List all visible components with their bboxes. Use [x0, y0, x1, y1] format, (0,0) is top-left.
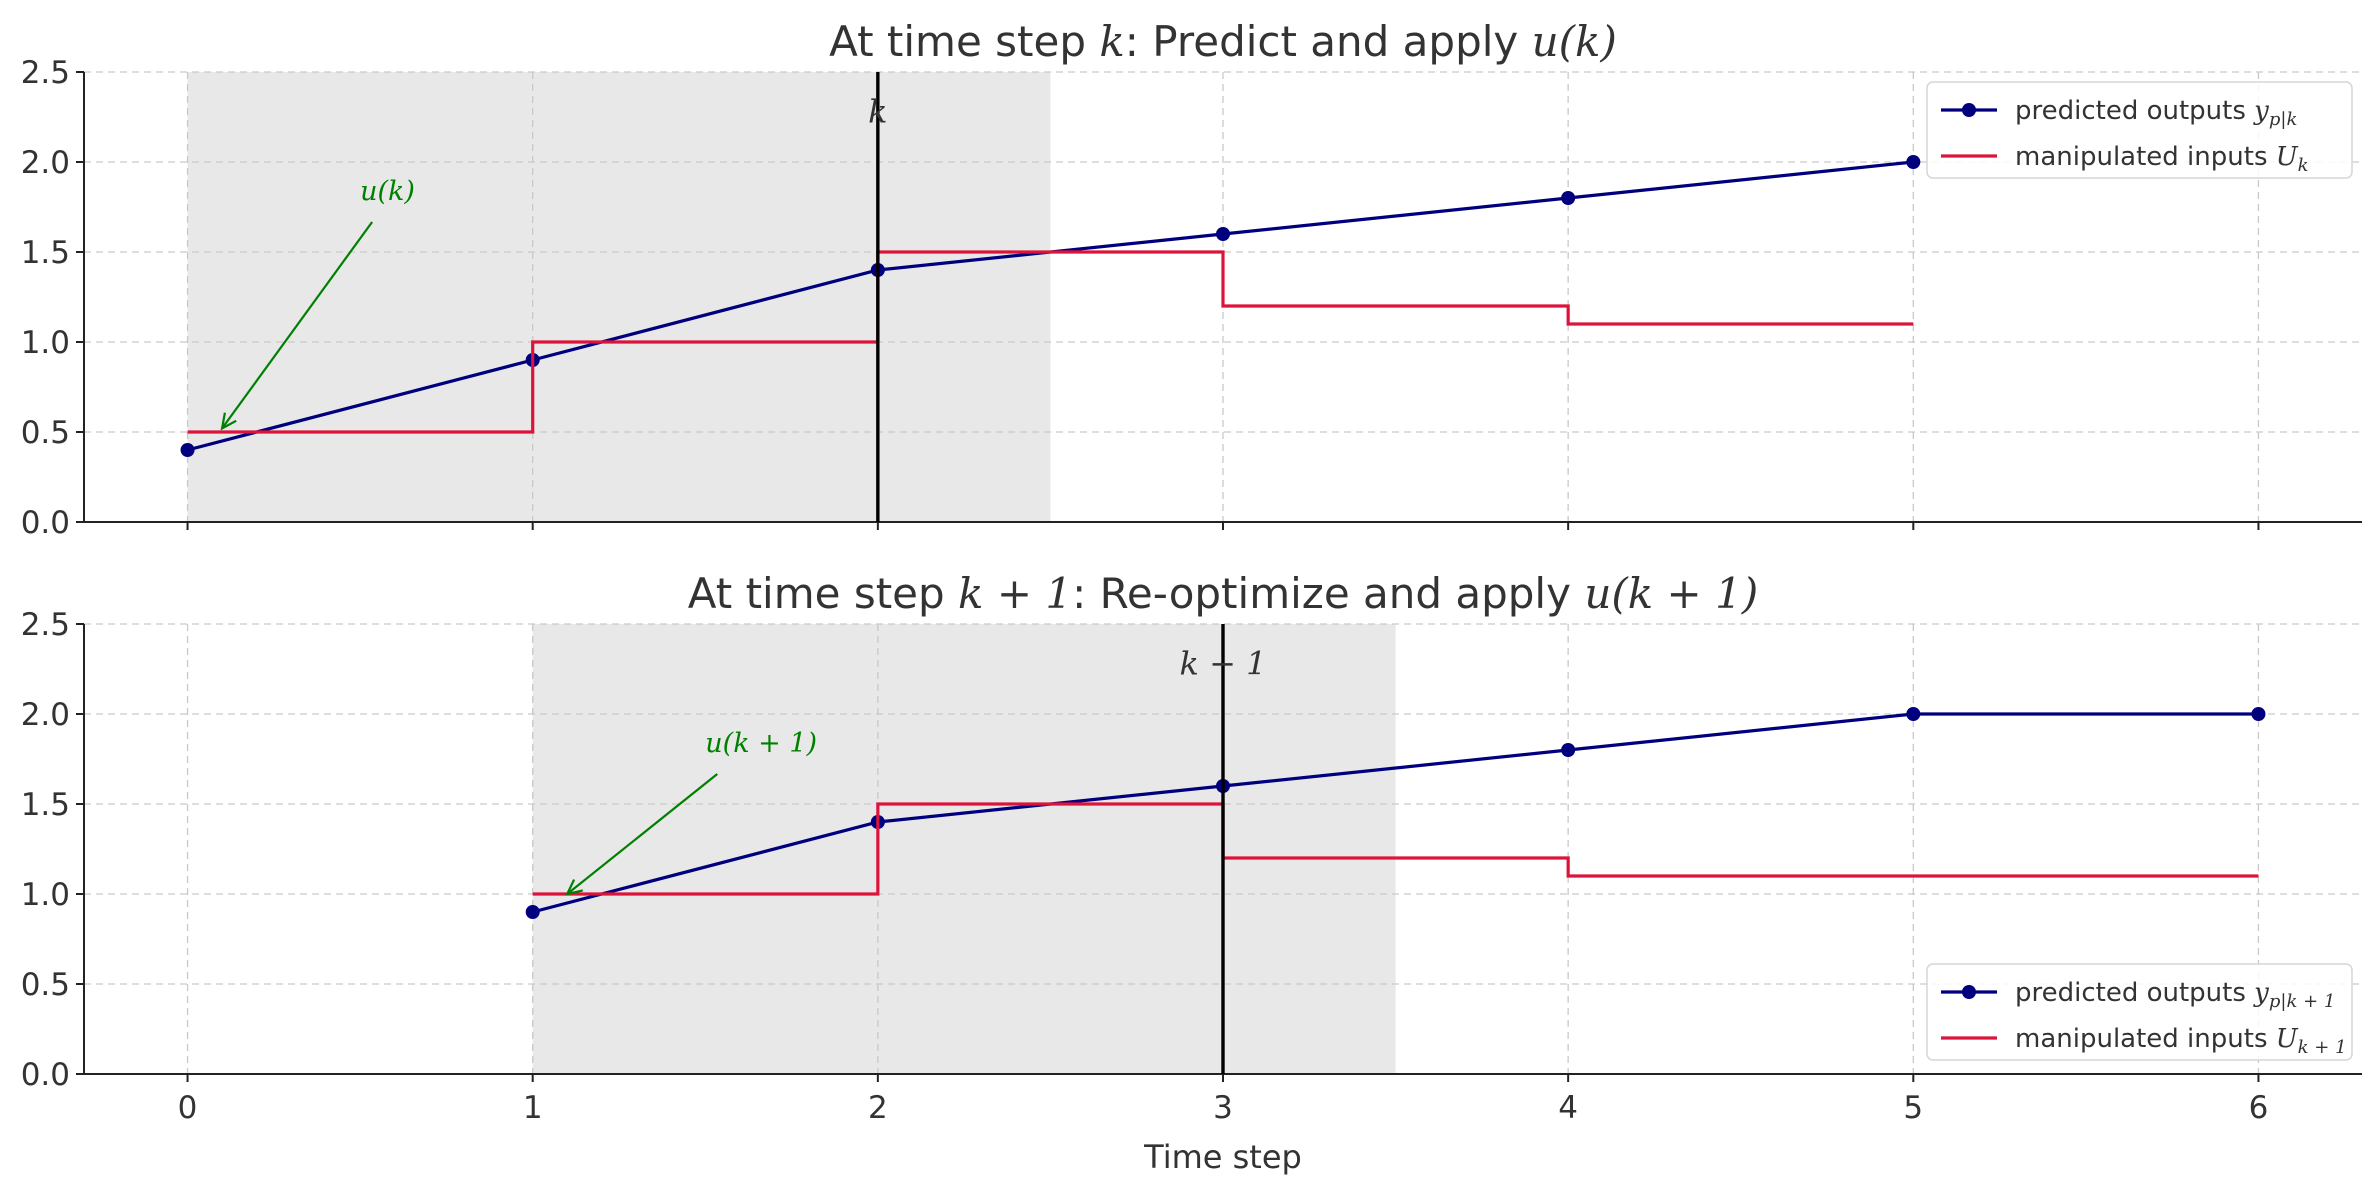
current-step-label: k − 1 — [1180, 644, 1267, 682]
legend-entry-name: manipulated inputs — [2015, 142, 2276, 172]
legend-entry-subscript: p|k — [2269, 109, 2298, 130]
x-tick-label: 1 — [523, 1090, 543, 1126]
y-tick-label: 0.5 — [21, 415, 70, 451]
y-tick-label: 0.5 — [21, 967, 70, 1003]
data-point — [1906, 707, 1921, 721]
annotation-arrow-head — [220, 412, 237, 431]
data-point — [1561, 191, 1576, 205]
y-tick-label: 1.0 — [21, 877, 70, 913]
chart-title: At time step k + 1: Re-optimize and appl… — [688, 569, 1758, 618]
annotation-label: u(k) — [360, 176, 415, 207]
chart-title: At time step k: Predict and apply u(k) — [829, 17, 1617, 66]
legend-entry-name: manipulated inputs — [2015, 1024, 2276, 1054]
x-tick-label: 2 — [868, 1090, 888, 1126]
legend-entry-name: predicted outputs — [2015, 978, 2254, 1008]
y-tick-label: 2.0 — [21, 145, 70, 181]
y-tick-label: 0.0 — [21, 1057, 70, 1093]
legend-entry-label: manipulated inputs Uk — [2015, 142, 2309, 176]
data-point — [1216, 227, 1230, 241]
chart-panel-1: 0.00.51.01.52.02.5At time step k: Predic… — [21, 17, 2362, 541]
x-tick-label: 6 — [2249, 1090, 2269, 1126]
legend-swatch-marker — [1962, 985, 1976, 999]
annotation-arrow-head — [565, 879, 584, 896]
y-tick-label: 0.0 — [21, 505, 70, 541]
annotation-arrow-shaft — [566, 773, 718, 895]
legend-entry-label: predicted outputs yp|k + 1 — [2015, 978, 2335, 1012]
legend-box — [1926, 963, 2353, 1061]
legend-entry-subscript: p|k + 1 — [2269, 991, 2335, 1012]
title-suffix: : Predict and apply — [1125, 17, 1532, 66]
annotation-label: u(k + 1) — [705, 728, 817, 759]
chart-panel-2: 0.0 0.5 1.0 1.5 2.0 2.5 0 1 2 3 4 5 6 Time step At tim… — [21, 569, 2362, 1176]
title-math: u(k) — [1532, 17, 1617, 66]
annotation-arrow-shaft — [221, 221, 374, 430]
y-tick-label: 2.5 — [21, 607, 70, 643]
title-variable: k + 1 — [958, 569, 1072, 618]
data-point — [1561, 743, 1576, 757]
legend-entry-subscript: k + 1 — [2298, 1037, 2347, 1058]
legend-entry-name: predicted outputs — [2015, 96, 2254, 126]
legend-entry-symbol: y — [2253, 978, 2269, 1008]
prediction-horizon-region — [532, 624, 1396, 1074]
title-prefix: At time step — [829, 17, 1099, 66]
legend-entry-label: predicted outputs yp|k — [2015, 96, 2297, 130]
x-tick-label: 5 — [1903, 1090, 1923, 1126]
y-tick-label: 2.0 — [21, 697, 70, 733]
y-tick-label: 2.5 — [21, 55, 70, 91]
legend: predicted outputs yp|k manipulated inputs… — [1926, 81, 2353, 179]
legend-swatch-marker — [1962, 103, 1976, 117]
legend-entry-label: manipulated inputs Uk + 1 — [2015, 1024, 2347, 1058]
legend-entry-symbol: y — [2253, 96, 2269, 126]
legend-entry-symbol: U — [2276, 142, 2299, 172]
legend: predicted outputs yp|k + 1 manipulated in… — [1926, 963, 2353, 1061]
y-tick-label: 1.5 — [21, 235, 70, 271]
legend-entry-symbol: U — [2276, 1024, 2299, 1054]
x-tick-label: 4 — [1558, 1090, 1578, 1126]
data-point — [1906, 155, 1921, 169]
prediction-horizon-region — [187, 72, 1051, 522]
title-math: u(k + 1) — [1584, 569, 1758, 618]
series-line-manipulated-inputs — [187, 250, 1914, 434]
data-point — [525, 905, 540, 919]
x-axis-label: Time step — [1143, 1138, 1302, 1176]
y-tick-label: 1.0 — [21, 325, 70, 361]
current-step-label: k — [868, 92, 887, 130]
data-point — [180, 443, 195, 457]
x-tick-label: 3 — [1213, 1090, 1233, 1126]
title-suffix: : Re-optimize and apply — [1072, 569, 1584, 618]
title-prefix: At time step — [688, 569, 958, 618]
legend-entry-subscript: k — [2298, 155, 2309, 176]
data-point — [2251, 707, 2266, 721]
y-tick-label: 1.5 — [21, 787, 70, 823]
legend-box — [1926, 81, 2353, 179]
x-tick-label: 0 — [178, 1090, 198, 1126]
series-line-predicted-outputs — [532, 712, 2259, 914]
title-variable: k — [1099, 17, 1124, 66]
